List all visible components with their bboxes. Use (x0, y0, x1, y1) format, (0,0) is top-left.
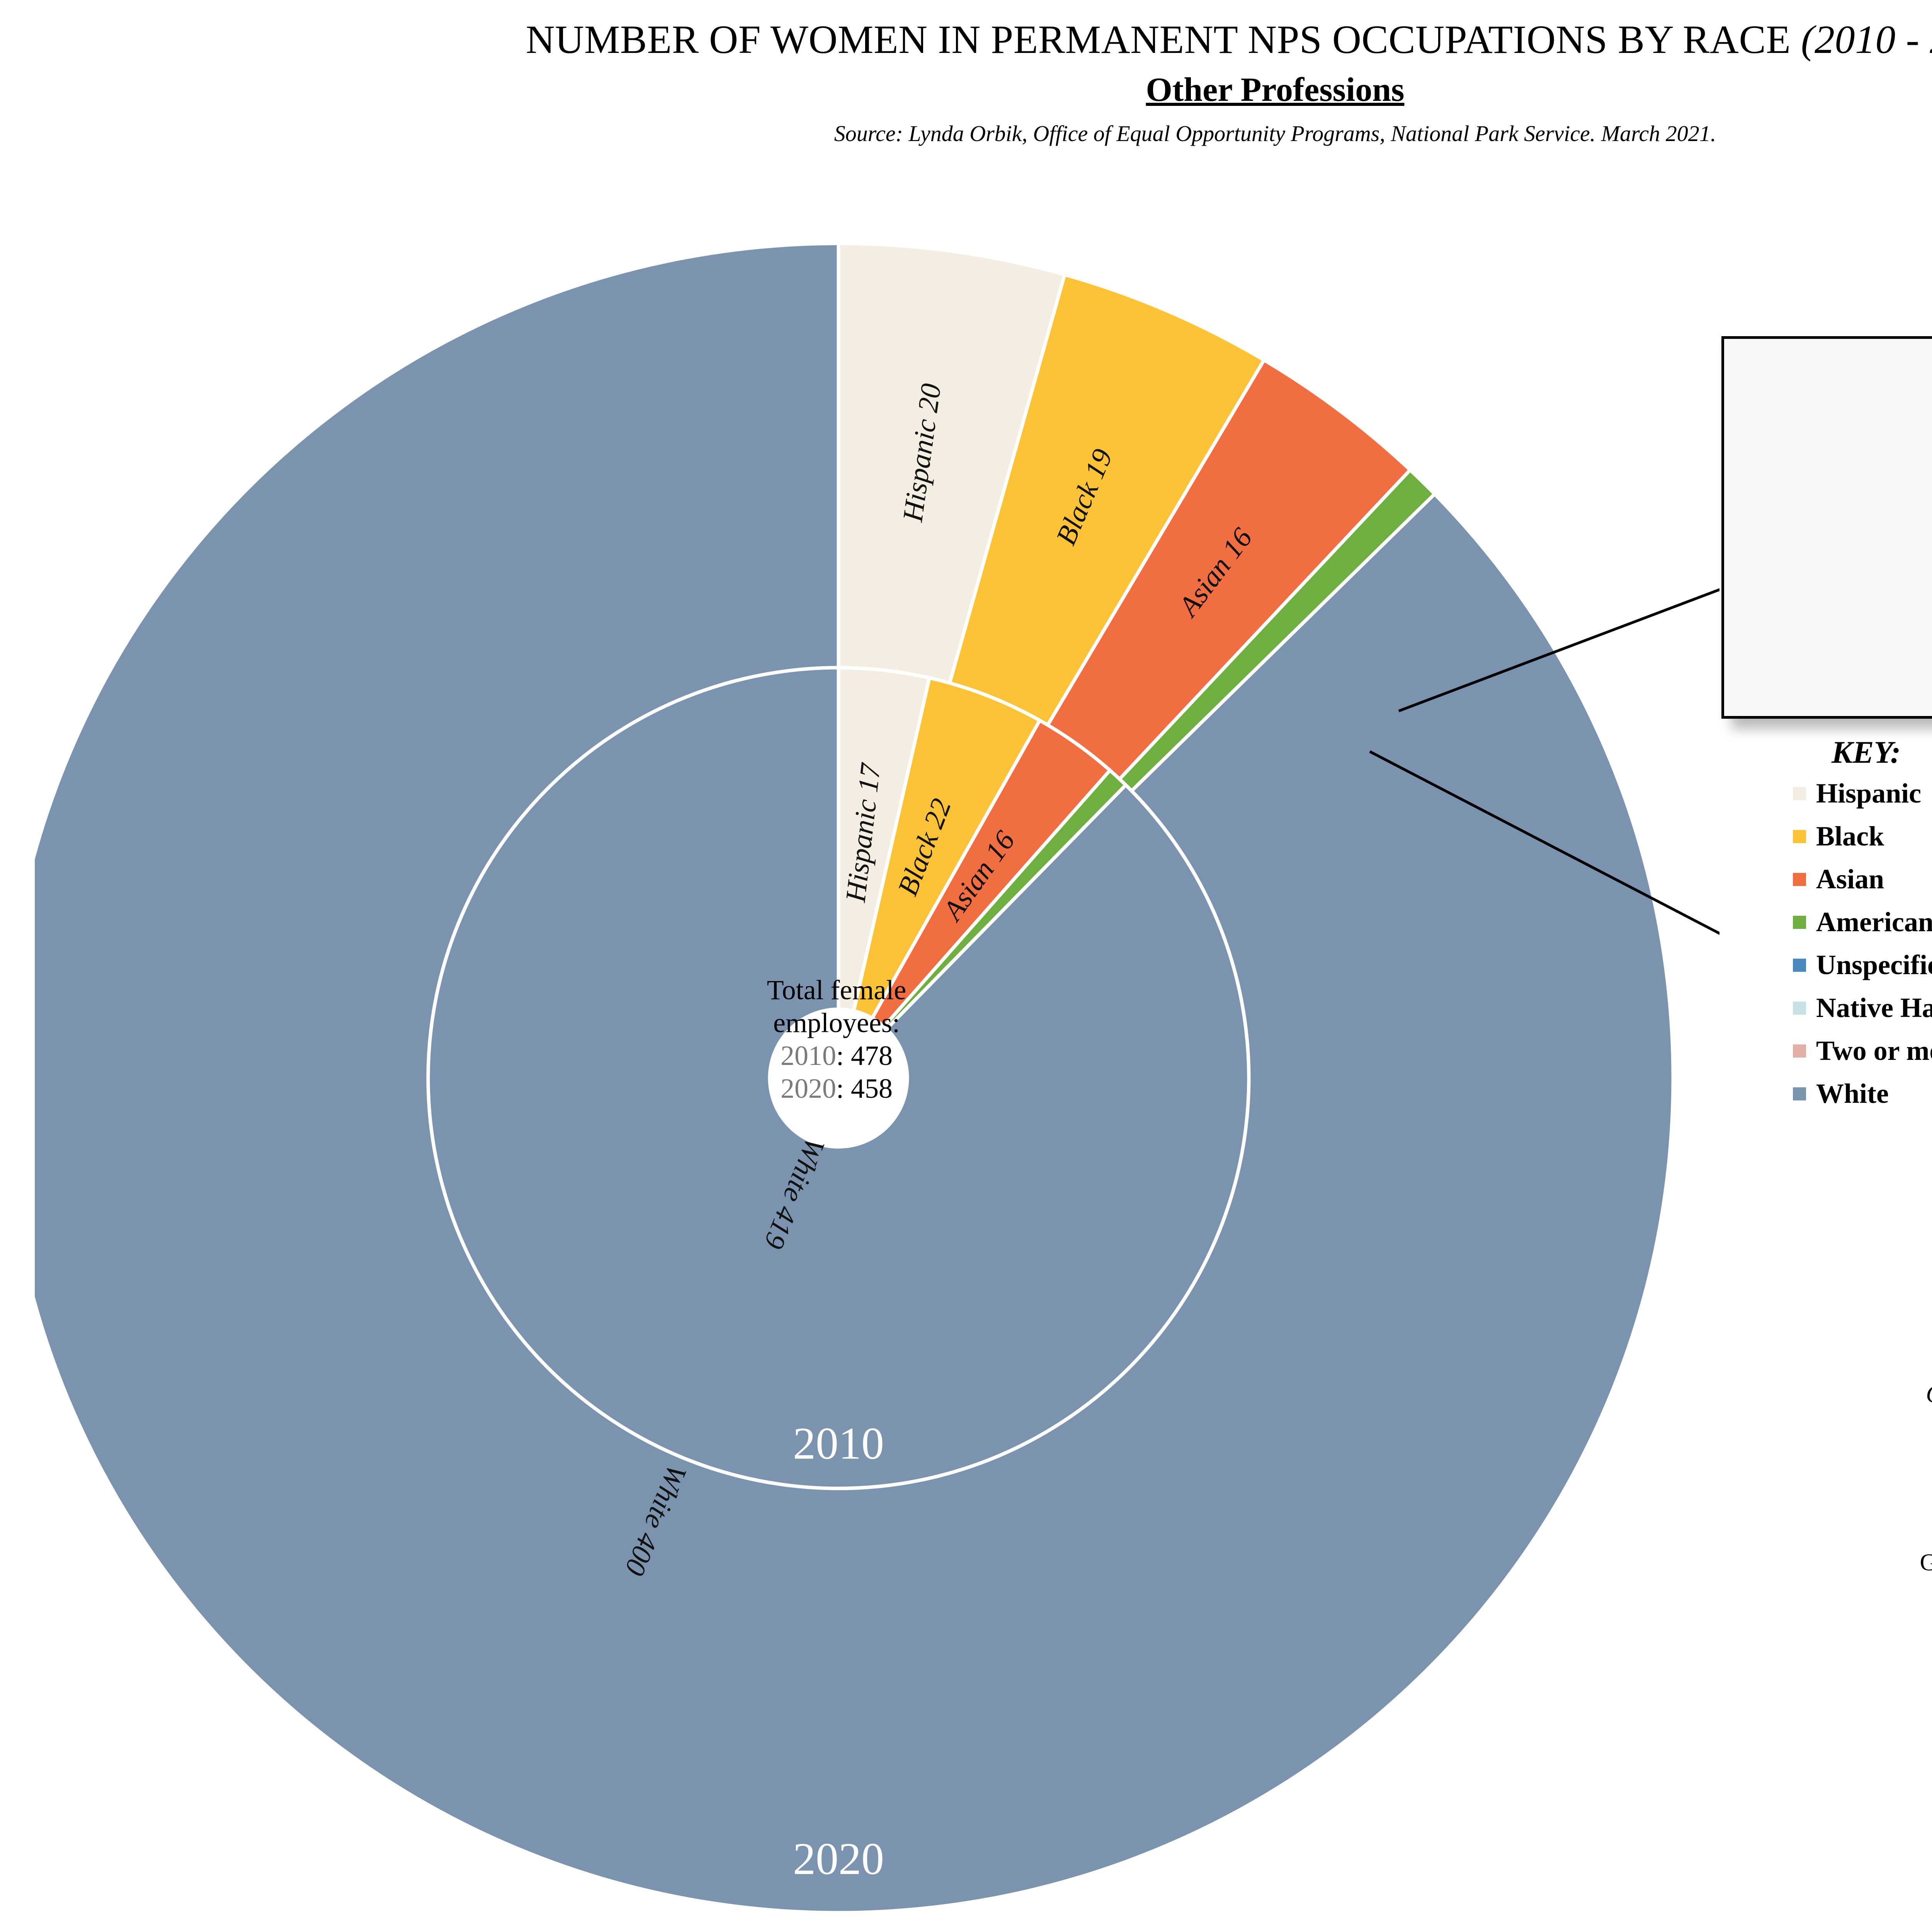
careers-heading-line: INCLUDE: (1747, 1408, 1932, 1437)
legend-item-unspecified[interactable]: Unspecified (1793, 949, 1932, 981)
career-item: Engineering Technical (1747, 1493, 1932, 1521)
career-item: Landscape Architect (1747, 1577, 1932, 1605)
legend-item-label: Unspecified (1816, 949, 1932, 980)
legend-item-label: Two or more races (1816, 1035, 1932, 1066)
callout-row: American Indian or Alaska Native, 2010: … (1732, 381, 1932, 405)
center-line-2: employees: (773, 1007, 900, 1038)
legend-swatch-icon (1793, 830, 1806, 843)
legend-item-label: American Indian or Alaska Native (1816, 906, 1932, 937)
year-label-2010: 2010 (793, 1418, 884, 1469)
center-total-2020: 2020: 458 (709, 1072, 964, 1105)
legend-item-two-or-more-races[interactable]: Two or more races (1793, 1035, 1932, 1067)
callout-heading: Not Labeled in Chart: (1732, 349, 1932, 374)
career-item: Architect (1747, 1437, 1932, 1465)
center-value-2010: : 478 (836, 1040, 893, 1071)
callout-row: Unspecified, 2020: 0 (1732, 535, 1932, 559)
title-block: NUMBER OF WOMEN IN PERMANENT NPS OCCUPAT… (0, 0, 1932, 145)
legend-key: KEY: Hispanic Black Asian American Indian o… (1793, 734, 1932, 1121)
legend-swatch-icon (1793, 1044, 1806, 1058)
legend-swatch-icon (1793, 915, 1806, 929)
center-year-2020: 2020 (780, 1073, 836, 1104)
legend-item-label: White (1816, 1078, 1889, 1109)
center-total-2010: 2010: 478 (709, 1039, 964, 1072)
legend-item-black[interactable]: Black (1793, 820, 1932, 852)
legend-item-label: Asian (1816, 864, 1884, 895)
callout-row: Two or more races, 2020: 0 (1732, 592, 1932, 616)
career-item: Outdoor Recreation Planning (1747, 1605, 1932, 1633)
legend-swatch-icon (1793, 958, 1806, 972)
legend-swatch-icon (1793, 787, 1806, 800)
callout-row: American Indian or Alaska Native, 2020: … (1732, 507, 1932, 531)
callout-row: Native Hawaiian and Pacific Islander, 20… (1732, 438, 1932, 462)
callout-row: Unspecified, 2010: N/A (1732, 409, 1932, 433)
legend-rows: Hispanic Black Asian American Indian or Ala… (1793, 777, 1932, 1110)
center-value-2020: : 458 (836, 1073, 893, 1104)
callout-leader-line (1369, 588, 1719, 935)
page-title: NUMBER OF WOMEN IN PERMANENT NPS OCCUPAT… (0, 19, 1932, 61)
year-label-2020: 2020 (793, 1833, 884, 1884)
career-item: Civil Engineering (1747, 1464, 1932, 1493)
career-item: General Natural Resource Management (1920, 1549, 1932, 1576)
legend-swatch-icon (1793, 1001, 1806, 1015)
chart-subtitle: Other Professions (1146, 71, 1405, 109)
career-item: Facility Operations (1747, 1520, 1932, 1549)
legend-swatch-icon (1793, 1087, 1806, 1100)
legend-item-label: Hispanic (1816, 778, 1922, 809)
donut-chart: Hispanic 20 Black 19 Asian 16 White 400 Hisp… (35, 236, 1719, 1932)
legend-item-american-indian-or-alaska-native[interactable]: American Indian or Alaska Native (1793, 906, 1932, 938)
legend-item-white[interactable]: White (1793, 1078, 1932, 1110)
legend-item-native-hawaiian-and-pacific-islander[interactable]: Native Hawaiian and Pacific Islander (1793, 992, 1932, 1024)
legend-heading: KEY: (1832, 735, 1901, 770)
legend-swatch-icon (1793, 872, 1806, 886)
donut-hole (770, 1009, 907, 1147)
donut-center-text: Total female employees: 2010: 478 2020: … (709, 974, 964, 1105)
callout-row: Two or more races, 2010: 0 (1732, 466, 1932, 490)
ring-boundary-circle (427, 666, 1250, 1490)
careers-heading-line: CAREERS IN THE (1747, 1352, 1932, 1381)
chart-source: Source: Lynda Orbik, Office of Equal Opp… (834, 121, 1716, 146)
career-item: Realty Specialist (1747, 1633, 1932, 1661)
not-labeled-callout: Not Labeled in Chart: American Indian or… (1721, 336, 1932, 719)
careers-list: CAREERS IN THEOTHER OCCUPATIONS CATEGORY… (1747, 1352, 1932, 1661)
center-line-1: Total female (767, 975, 906, 1005)
callout-rows: American Indian or Alaska Native, 2010: … (1732, 381, 1932, 616)
page-title-main: NUMBER OF WOMEN IN PERMANENT NPS OCCUPAT… (526, 17, 1801, 62)
legend-item-label: Black (1816, 821, 1884, 852)
page-title-years: (2010 - 2020) (1801, 17, 1932, 62)
callout-row: Native Hawaiian and Pacific Islander, 20… (1732, 564, 1932, 588)
legend-item-asian[interactable]: Asian (1793, 863, 1932, 895)
legend-item-label: Native Hawaiian and Pacific Islander (1816, 992, 1932, 1023)
legend-item-hispanic[interactable]: Hispanic (1793, 777, 1932, 810)
center-year-2010: 2010 (780, 1040, 836, 1071)
careers-heading-line: OTHER OCCUPATIONS CATEGORY (1747, 1381, 1932, 1409)
